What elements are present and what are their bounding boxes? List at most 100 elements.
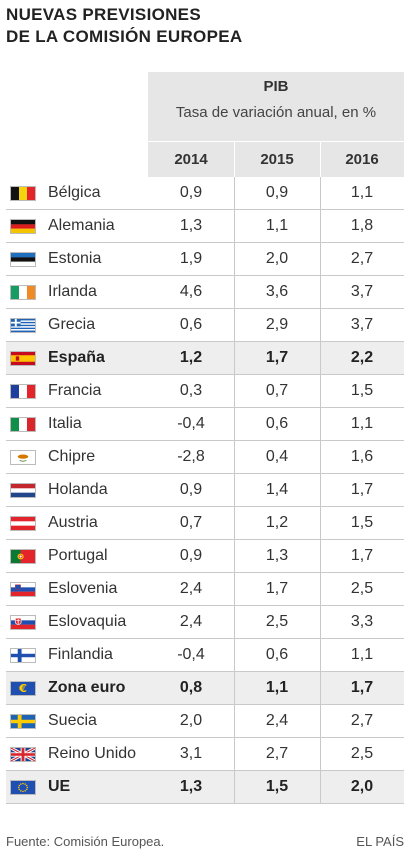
chart-title: NUEVAS PREVISIONES DE LA COMISIÓN EUROPE… [6,4,406,48]
column-divider [234,342,235,374]
column-divider [320,705,321,737]
value-cell-2016: 3,7 [350,283,374,300]
nl-flag-icon [10,483,36,498]
column-divider [320,672,321,704]
country-label: Eslovenia [48,580,118,597]
column-divider [234,639,235,671]
column-divider [320,540,321,572]
value-cell-2015: 1,7 [265,580,289,597]
table-row: Portugal 0,9 1,3 1,7 [6,540,404,573]
value-cell-2016: 3,7 [350,316,374,333]
year-header-2016: 2016 [345,151,379,168]
country-label: Eslovaquia [48,613,127,630]
value-cell-2015: 2,5 [265,613,289,630]
value-cell-2016: 2,5 [350,745,374,762]
country-label: Italia [48,415,82,432]
header-divider [320,142,321,177]
table-row: Eslovenia 2,4 1,7 2,5 [6,573,404,606]
title-line-2: DE LA COMISIÓN EUROPEA [6,27,243,46]
value-cell-2016: 2,2 [350,349,374,366]
column-divider [234,771,235,803]
gb-flag-icon [10,747,36,762]
country-label: Suecia [48,712,97,729]
table-row: Francia 0,3 0,7 1,5 [6,375,404,408]
value-cell-2014: 0,9 [179,184,203,201]
value-cell-2015: 0,6 [265,415,289,432]
value-cell-2014: 0,9 [179,481,203,498]
country-label: Portugal [48,547,108,564]
country-label: Finlandia [48,646,113,663]
column-divider [234,738,235,770]
value-cell-2016: 1,7 [350,481,374,498]
si-flag-icon [10,582,36,597]
value-cell-2015: 1,7 [265,349,289,366]
country-label: Bélgica [48,184,101,201]
table-row: Alemania 1,3 1,1 1,8 [6,210,404,243]
year-header-row: 2014 2015 2016 [148,142,404,177]
value-cell-2014: 2,4 [179,580,203,597]
pt-flag-icon [10,549,36,564]
country-label: Zona euro [48,679,126,696]
table-row: Estonia 1,9 2,0 2,7 [6,243,404,276]
value-cell-2015: 0,4 [265,448,289,465]
column-divider [234,309,235,341]
value-cell-2016: 1,1 [350,415,374,432]
table-row: Reino Unido 3,1 2,7 2,5 [6,738,404,771]
column-divider [234,375,235,407]
sk-flag-icon [10,615,36,630]
it-flag-icon [10,417,36,432]
value-cell-2014: 1,2 [179,349,203,366]
value-cell-2014: -0,4 [177,646,205,663]
header-divider [234,142,235,177]
value-cell-2014: 1,3 [179,217,203,234]
table-row: Chipre -2,8 0,4 1,6 [6,441,404,474]
column-divider [320,507,321,539]
value-cell-2015: 0,9 [265,184,289,201]
table-row: Eslovaquia 2,4 2,5 3,3 [6,606,404,639]
value-cell-2014: 0,8 [179,679,203,696]
value-cell-2015: 0,7 [265,382,289,399]
value-cell-2015: 2,7 [265,745,289,762]
value-cell-2016: 2,7 [350,250,374,267]
value-cell-2015: 2,4 [265,712,289,729]
value-cell-2014: 0,7 [179,514,203,531]
column-divider [320,606,321,638]
value-cell-2015: 1,1 [265,217,289,234]
country-label: Reino Unido [48,745,137,762]
table-row: Holanda 0,9 1,4 1,7 [6,474,404,507]
be-flag-icon [10,186,36,201]
country-label: Alemania [48,217,115,234]
value-cell-2015: 0,6 [265,646,289,663]
ee-flag-icon [10,252,36,267]
value-cell-2014: -0,4 [177,415,205,432]
source-note: Fuente: Comisión Europea. [6,834,165,849]
column-divider [320,573,321,605]
value-cell-2014: -2,8 [177,448,205,465]
value-cell-2015: 2,9 [265,316,289,333]
value-cell-2016: 2,5 [350,580,374,597]
value-cell-2016: 1,5 [350,382,374,399]
value-cell-2016: 1,1 [350,646,374,663]
value-cell-2015: 1,3 [265,547,289,564]
ie-flag-icon [10,285,36,300]
value-cell-2014: 0,3 [179,382,203,399]
es-flag-icon [10,351,36,366]
column-divider [320,342,321,374]
table-row: UE 1,3 1,5 2,0 [6,771,404,804]
value-cell-2016: 3,3 [350,613,374,630]
value-cell-2015: 1,5 [265,778,289,795]
de-flag-icon [10,219,36,234]
country-label: UE [48,778,71,795]
column-divider [320,276,321,308]
column-divider [234,441,235,473]
value-cell-2016: 1,5 [350,514,374,531]
value-cell-2014: 3,1 [179,745,203,762]
svg-text:€: € [18,683,27,695]
value-cell-2016: 1,1 [350,184,374,201]
title-line-1: NUEVAS PREVISIONES [6,5,201,24]
value-cell-2014: 1,3 [179,778,203,795]
table-row: España 1,2 1,7 2,2 [6,342,404,375]
value-cell-2016: 1,7 [350,547,374,564]
value-cell-2015: 1,4 [265,481,289,498]
gr-flag-icon [10,318,36,333]
